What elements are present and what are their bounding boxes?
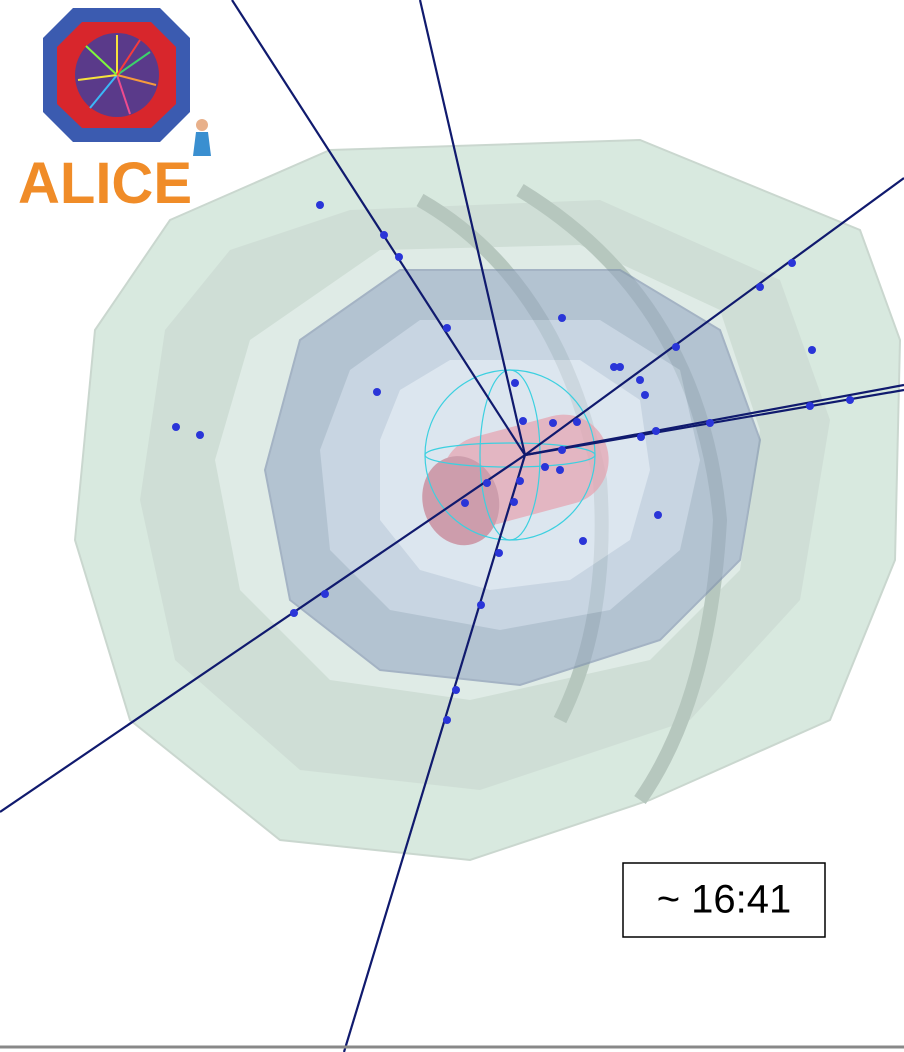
logo-text: ALICE [18, 151, 192, 216]
alice-logo: ALICE [18, 8, 211, 216]
timestamp: ~ 16:41 [657, 878, 792, 922]
event-display: ALICE ~ 16:41 [0, 0, 904, 1052]
